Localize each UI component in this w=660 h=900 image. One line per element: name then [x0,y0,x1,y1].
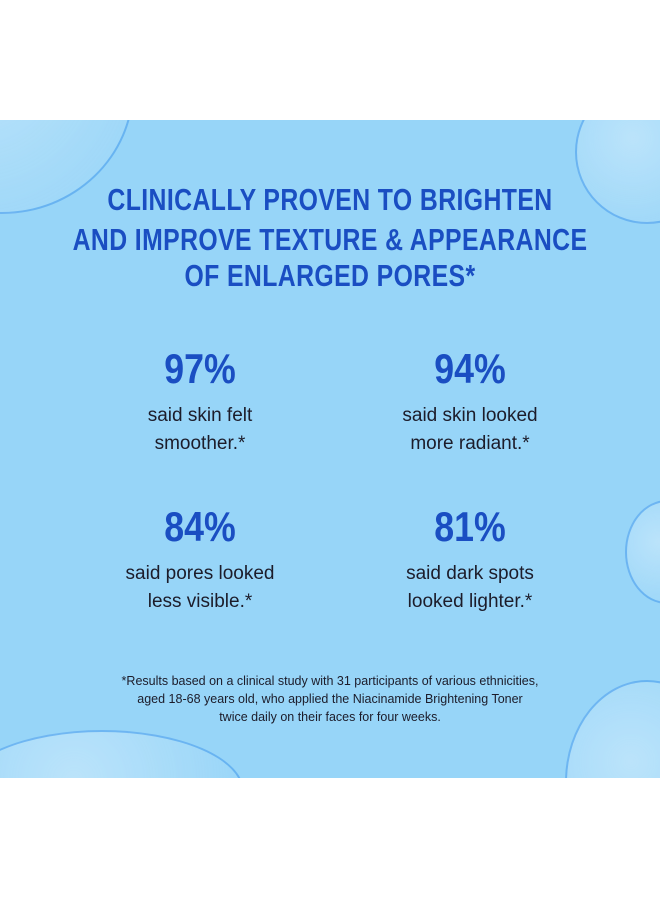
stat-value: 94% [434,345,506,392]
headline-line-2: AND IMPROVE TEXTURE & APPEARANCE [72,222,588,257]
stat-value: 81% [434,503,506,550]
headline-line-3: OF ENLARGED PORES* [184,258,476,293]
stat-label: said skin looked [402,405,538,426]
stat-label: said dark spots [406,563,534,584]
water-drop-decoration [0,730,244,778]
stat-label: less visible.* [147,591,253,612]
stat-value: 97% [164,345,236,392]
stat-smoother: 97% said skin felt smoother.* [50,346,350,458]
footnote-line: twice daily on their faces for four week… [219,710,441,724]
stat-dark-spots: 81% said dark spots looked lighter.* [320,504,620,616]
stat-label: looked lighter.* [407,591,533,612]
infographic-panel [0,120,660,778]
footnote-line: *Results based on a clinical study with … [121,674,539,688]
stat-value: 84% [164,503,236,550]
stat-pores: 84% said pores looked less visible.* [50,504,350,616]
stat-label: more radiant.* [410,433,530,454]
water-drop-decoration [625,500,660,604]
stat-label: smoother.* [154,433,246,454]
stat-label: said skin felt [147,405,253,426]
headline-line-1: CLINICALLY PROVEN TO BRIGHTEN [107,182,553,217]
stat-label: said pores looked [125,563,275,584]
footnote-line: aged 18-68 years old, who applied the Ni… [137,692,523,706]
stat-radiant: 94% said skin looked more radiant.* [320,346,620,458]
footnote: *Results based on a clinical study with … [0,672,660,726]
